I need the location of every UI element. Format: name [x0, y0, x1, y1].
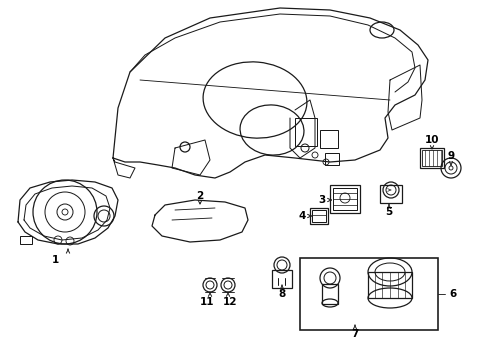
Bar [319, 130, 337, 148]
Text: 5: 5 [385, 207, 392, 217]
Bar [311, 210, 325, 222]
Bar [419, 148, 443, 168]
Bar [421, 150, 441, 166]
Bar [20, 236, 32, 244]
Bar [379, 185, 401, 203]
Text: 2: 2 [196, 191, 203, 201]
Bar [309, 208, 327, 224]
Text: 1: 1 [51, 255, 59, 265]
Text: 7: 7 [350, 329, 358, 339]
Text: 9: 9 [447, 151, 454, 161]
Bar [299, 258, 437, 330]
Text: 4: 4 [298, 211, 305, 221]
Bar [332, 188, 356, 210]
Bar [325, 153, 338, 165]
Text: 12: 12 [223, 297, 237, 307]
Bar [367, 272, 411, 298]
Bar [294, 118, 316, 146]
Bar [329, 185, 359, 213]
Text: 11: 11 [199, 297, 214, 307]
Bar [271, 270, 291, 288]
Text: 10: 10 [424, 135, 438, 145]
Text: 6: 6 [448, 289, 456, 299]
Text: 8: 8 [278, 289, 285, 299]
Text: 3: 3 [318, 195, 325, 205]
Bar [321, 284, 337, 304]
